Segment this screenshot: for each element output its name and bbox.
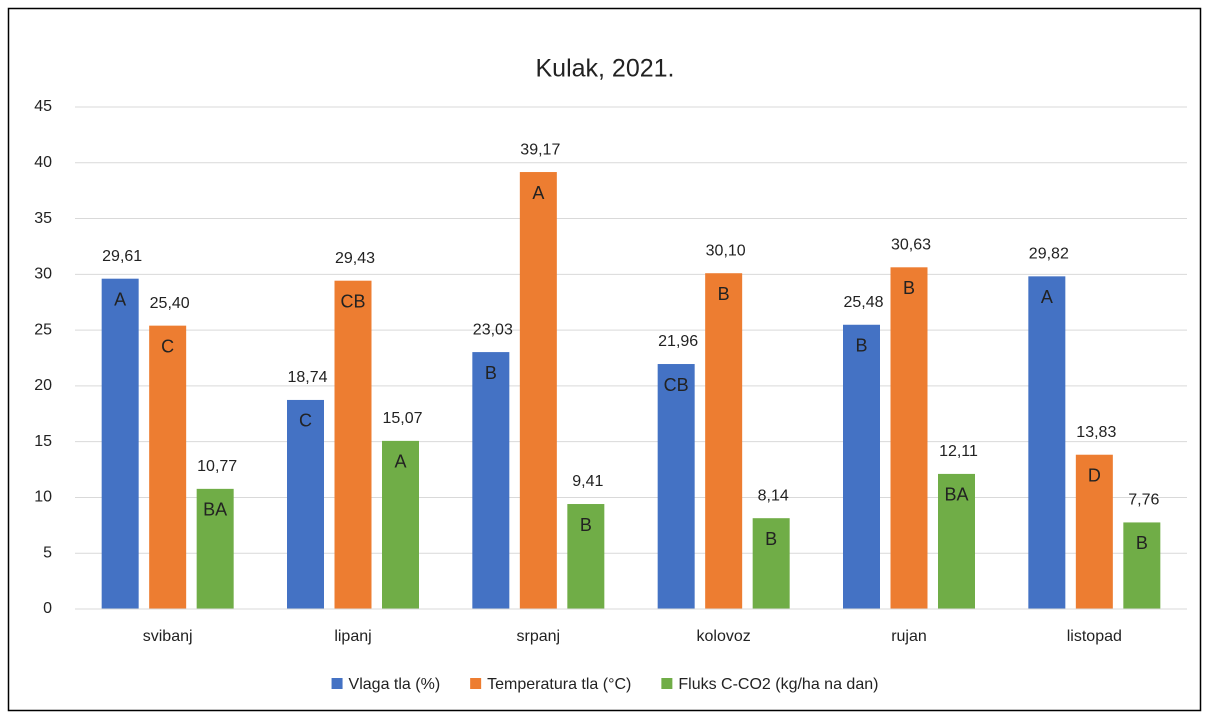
bar xyxy=(1028,276,1066,609)
bar-letter: B xyxy=(903,278,915,298)
bar xyxy=(567,504,605,609)
x-tick-label: lipanj xyxy=(334,628,371,645)
bar xyxy=(752,518,790,609)
x-tick-label: srpanj xyxy=(517,628,561,645)
bar-letter: C xyxy=(299,411,312,431)
bar xyxy=(938,473,975,609)
y-tick-label: 40 xyxy=(34,154,52,171)
x-tick-label: svibanj xyxy=(143,628,193,645)
y-tick-label: 45 xyxy=(34,98,52,115)
legend-label: Fluks C-CO2 (kg/ha na dan) xyxy=(678,676,878,693)
legend-label: Vlaga tla (%) xyxy=(349,676,441,693)
data-label: 8,14 xyxy=(758,487,789,504)
x-tick-label: kolovoz xyxy=(697,628,751,645)
bar-letter: C xyxy=(161,336,174,356)
bar-letter: CB xyxy=(340,291,365,311)
bar-letter: A xyxy=(114,289,126,309)
y-tick-label: 15 xyxy=(34,433,52,450)
y-tick-label: 5 xyxy=(43,544,52,561)
data-label: 21,96 xyxy=(658,333,698,350)
bar xyxy=(334,280,372,609)
bar xyxy=(843,324,880,609)
y-tick-label: 25 xyxy=(34,321,52,338)
bar-letter: CB xyxy=(664,375,689,395)
data-label: 9,41 xyxy=(572,473,603,490)
bar xyxy=(890,267,928,609)
bar-letter: BA xyxy=(203,500,227,520)
y-tick-label: 20 xyxy=(34,377,52,394)
legend-label: Temperatura tla (°C) xyxy=(487,676,631,693)
data-label: 15,07 xyxy=(382,410,422,427)
data-label: 25,48 xyxy=(843,294,883,311)
y-tick-label: 30 xyxy=(34,266,52,283)
legend-swatch xyxy=(470,678,482,689)
bar xyxy=(101,278,139,609)
chart-title: Kulak, 2021. xyxy=(536,55,675,83)
bar xyxy=(196,488,234,609)
data-label: 29,61 xyxy=(102,248,142,265)
legend-swatch xyxy=(661,678,673,689)
data-label: 23,03 xyxy=(473,321,513,338)
x-tick-label: listopad xyxy=(1067,628,1122,645)
bar xyxy=(1123,522,1161,609)
data-label: 10,77 xyxy=(197,458,237,475)
data-label: 12,11 xyxy=(939,443,978,460)
data-label: 30,63 xyxy=(891,237,931,254)
bar xyxy=(382,440,419,609)
y-tick-label: 10 xyxy=(34,489,52,506)
bar xyxy=(705,273,743,609)
y-tick-label: 0 xyxy=(43,600,52,617)
x-tick-label: rujan xyxy=(891,628,927,645)
data-label: 29,82 xyxy=(1029,246,1069,263)
data-label: 25,40 xyxy=(150,295,190,312)
bar xyxy=(519,172,557,609)
data-label: 13,83 xyxy=(1076,424,1116,441)
bar xyxy=(657,364,695,609)
bar-letter: D xyxy=(1088,465,1101,485)
bar-letter: B xyxy=(1136,533,1148,553)
data-label: 30,10 xyxy=(706,242,746,259)
bar-letter: B xyxy=(718,284,730,304)
bar-letter: B xyxy=(485,363,497,383)
bar xyxy=(1075,454,1113,609)
data-label: 39,17 xyxy=(520,141,560,158)
bar-letter: B xyxy=(765,529,777,549)
y-tick-label: 35 xyxy=(34,210,52,227)
bar-letter: A xyxy=(1041,287,1053,307)
bar-letter: B xyxy=(855,336,867,356)
data-label: 7,76 xyxy=(1128,492,1159,509)
bar-letter: A xyxy=(532,183,544,203)
bar xyxy=(287,399,324,609)
bar-letter: A xyxy=(394,452,406,472)
bar-letter: BA xyxy=(944,485,968,505)
chart-frame xyxy=(7,7,1202,712)
data-label: 29,43 xyxy=(335,250,375,267)
bar xyxy=(472,352,510,609)
bar xyxy=(149,325,187,609)
data-label: 18,74 xyxy=(287,369,327,386)
bar-letter: B xyxy=(580,515,592,535)
legend-swatch xyxy=(331,678,343,689)
